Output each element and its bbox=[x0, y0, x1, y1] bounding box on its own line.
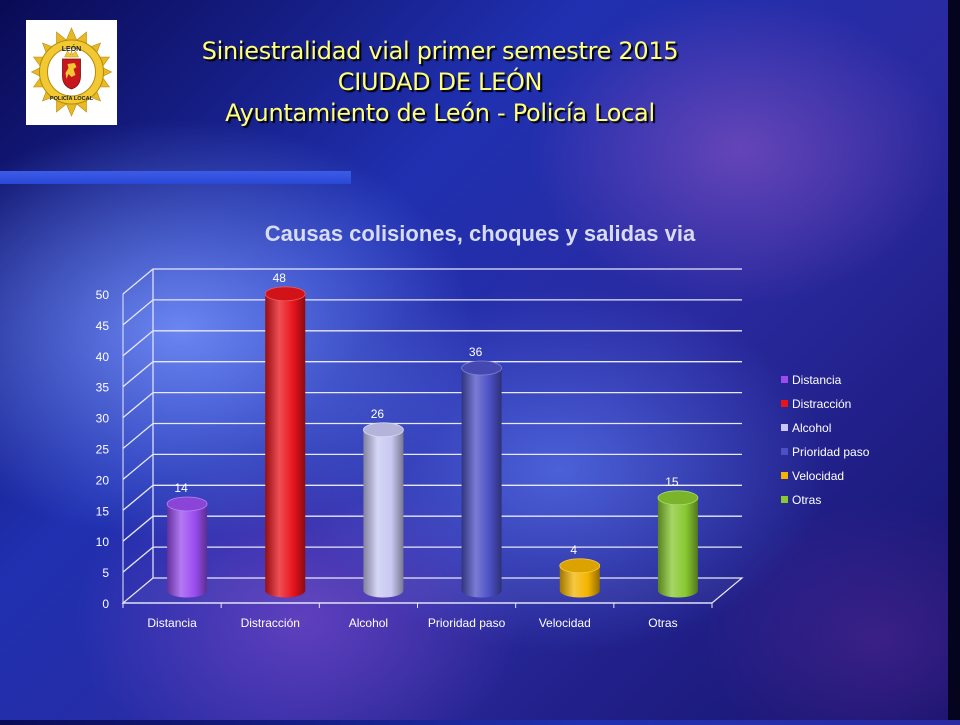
gridline bbox=[122, 299, 742, 326]
y-tick-label: 0 bbox=[102, 597, 109, 611]
y-tick-label: 35 bbox=[96, 381, 110, 395]
gridline bbox=[122, 361, 742, 388]
gridline bbox=[122, 546, 742, 573]
bar-top bbox=[166, 496, 208, 512]
x-tick-label: Prioridad paso bbox=[428, 616, 506, 630]
legend-label: Distracción bbox=[792, 397, 851, 411]
legend-swatch bbox=[781, 400, 788, 407]
logo-text-bottom: POLICÍA LOCAL bbox=[50, 94, 94, 102]
y-tick-label: 20 bbox=[96, 473, 110, 487]
x-tick-label: Velocidad bbox=[539, 616, 591, 630]
bar-4 bbox=[559, 558, 601, 598]
chart-grid bbox=[121, 268, 744, 604]
chart-axes: 0 5 10 15 20 25 30 35 40 45 50 Distancia Distracción… bbox=[96, 288, 713, 630]
legend-swatch bbox=[781, 376, 788, 383]
gridline bbox=[122, 391, 742, 419]
bar-1 bbox=[264, 286, 306, 598]
gridline bbox=[122, 484, 742, 511]
y-tick-label: 5 bbox=[102, 566, 109, 580]
chart-title: Causas colisiones, choques y salidas via bbox=[265, 221, 696, 246]
data-label: 4 bbox=[570, 543, 577, 557]
data-label: 36 bbox=[469, 345, 483, 359]
y-tick-label: 10 bbox=[96, 535, 110, 549]
x-tick-label: Distracción bbox=[241, 616, 300, 630]
legend-swatch bbox=[781, 424, 788, 431]
data-label: 48 bbox=[273, 271, 287, 285]
y-tick-label: 45 bbox=[96, 319, 110, 333]
bar-3 bbox=[461, 360, 502, 598]
legend-swatch bbox=[781, 448, 788, 455]
policia-local-badge-icon: LEÓN POLICÍA LOCAL bbox=[30, 27, 113, 117]
legend-label: Velocidad bbox=[792, 469, 844, 483]
legend-swatch bbox=[781, 496, 788, 503]
y-tick-label: 15 bbox=[96, 504, 110, 518]
x-tick-label: Alcohol bbox=[349, 616, 388, 630]
y-tick-label: 40 bbox=[96, 350, 110, 364]
legend-label: Prioridad paso bbox=[792, 445, 870, 459]
bar-0 bbox=[166, 496, 208, 598]
gridline bbox=[122, 515, 742, 542]
bar-body bbox=[657, 497, 698, 598]
title-line-1: Siniestralidad vial primer semestre 2015 bbox=[201, 37, 679, 65]
y-tick-label: 25 bbox=[96, 443, 110, 457]
bar-2 bbox=[363, 422, 404, 598]
legend-label: Distancia bbox=[792, 373, 842, 387]
y-tick-label: 30 bbox=[96, 412, 110, 426]
bar-top bbox=[264, 286, 306, 302]
gridline bbox=[122, 453, 742, 480]
bar-body bbox=[363, 429, 404, 598]
bar-top bbox=[461, 360, 502, 376]
data-label: 14 bbox=[174, 481, 188, 495]
legend-swatch bbox=[781, 472, 788, 479]
data-label: 26 bbox=[371, 407, 385, 421]
bar-body bbox=[559, 565, 600, 598]
bar-top bbox=[559, 558, 601, 574]
bar-body bbox=[461, 368, 502, 598]
bar-5 bbox=[657, 490, 699, 598]
title-line-2: CIUDAD DE LEÓN bbox=[337, 68, 543, 96]
gridline bbox=[122, 330, 742, 357]
bar-top bbox=[657, 490, 699, 506]
accent-bar bbox=[0, 171, 351, 184]
x-tick-label: Distancia bbox=[147, 616, 197, 630]
legend-label: Otras bbox=[792, 493, 821, 507]
slide-title: Siniestralidad vial primer semestre 2015… bbox=[140, 36, 740, 129]
gridline bbox=[122, 422, 742, 449]
bar-body bbox=[167, 503, 208, 598]
logo: LEÓN POLICÍA LOCAL bbox=[26, 20, 117, 125]
chart-legend: Distancia Distracción Alcohol Prioridad pas… bbox=[781, 373, 870, 507]
x-tick-label: Otras bbox=[648, 616, 677, 630]
data-label: 15 bbox=[665, 475, 679, 489]
slide-right-edge bbox=[948, 0, 960, 720]
title-line-3: Ayuntamiento de León - Policía Local bbox=[225, 99, 655, 127]
chart-floor bbox=[121, 577, 744, 604]
y-tick-label: 50 bbox=[96, 288, 110, 302]
legend-label: Alcohol bbox=[792, 421, 831, 435]
chart-data-labels: 14 48 26 36 4 15 bbox=[174, 271, 679, 557]
bar-top bbox=[363, 422, 404, 438]
gridline bbox=[122, 268, 742, 295]
logo-text-top: LEÓN bbox=[62, 44, 81, 53]
bar-body bbox=[265, 293, 306, 598]
chart-bars bbox=[166, 286, 699, 598]
